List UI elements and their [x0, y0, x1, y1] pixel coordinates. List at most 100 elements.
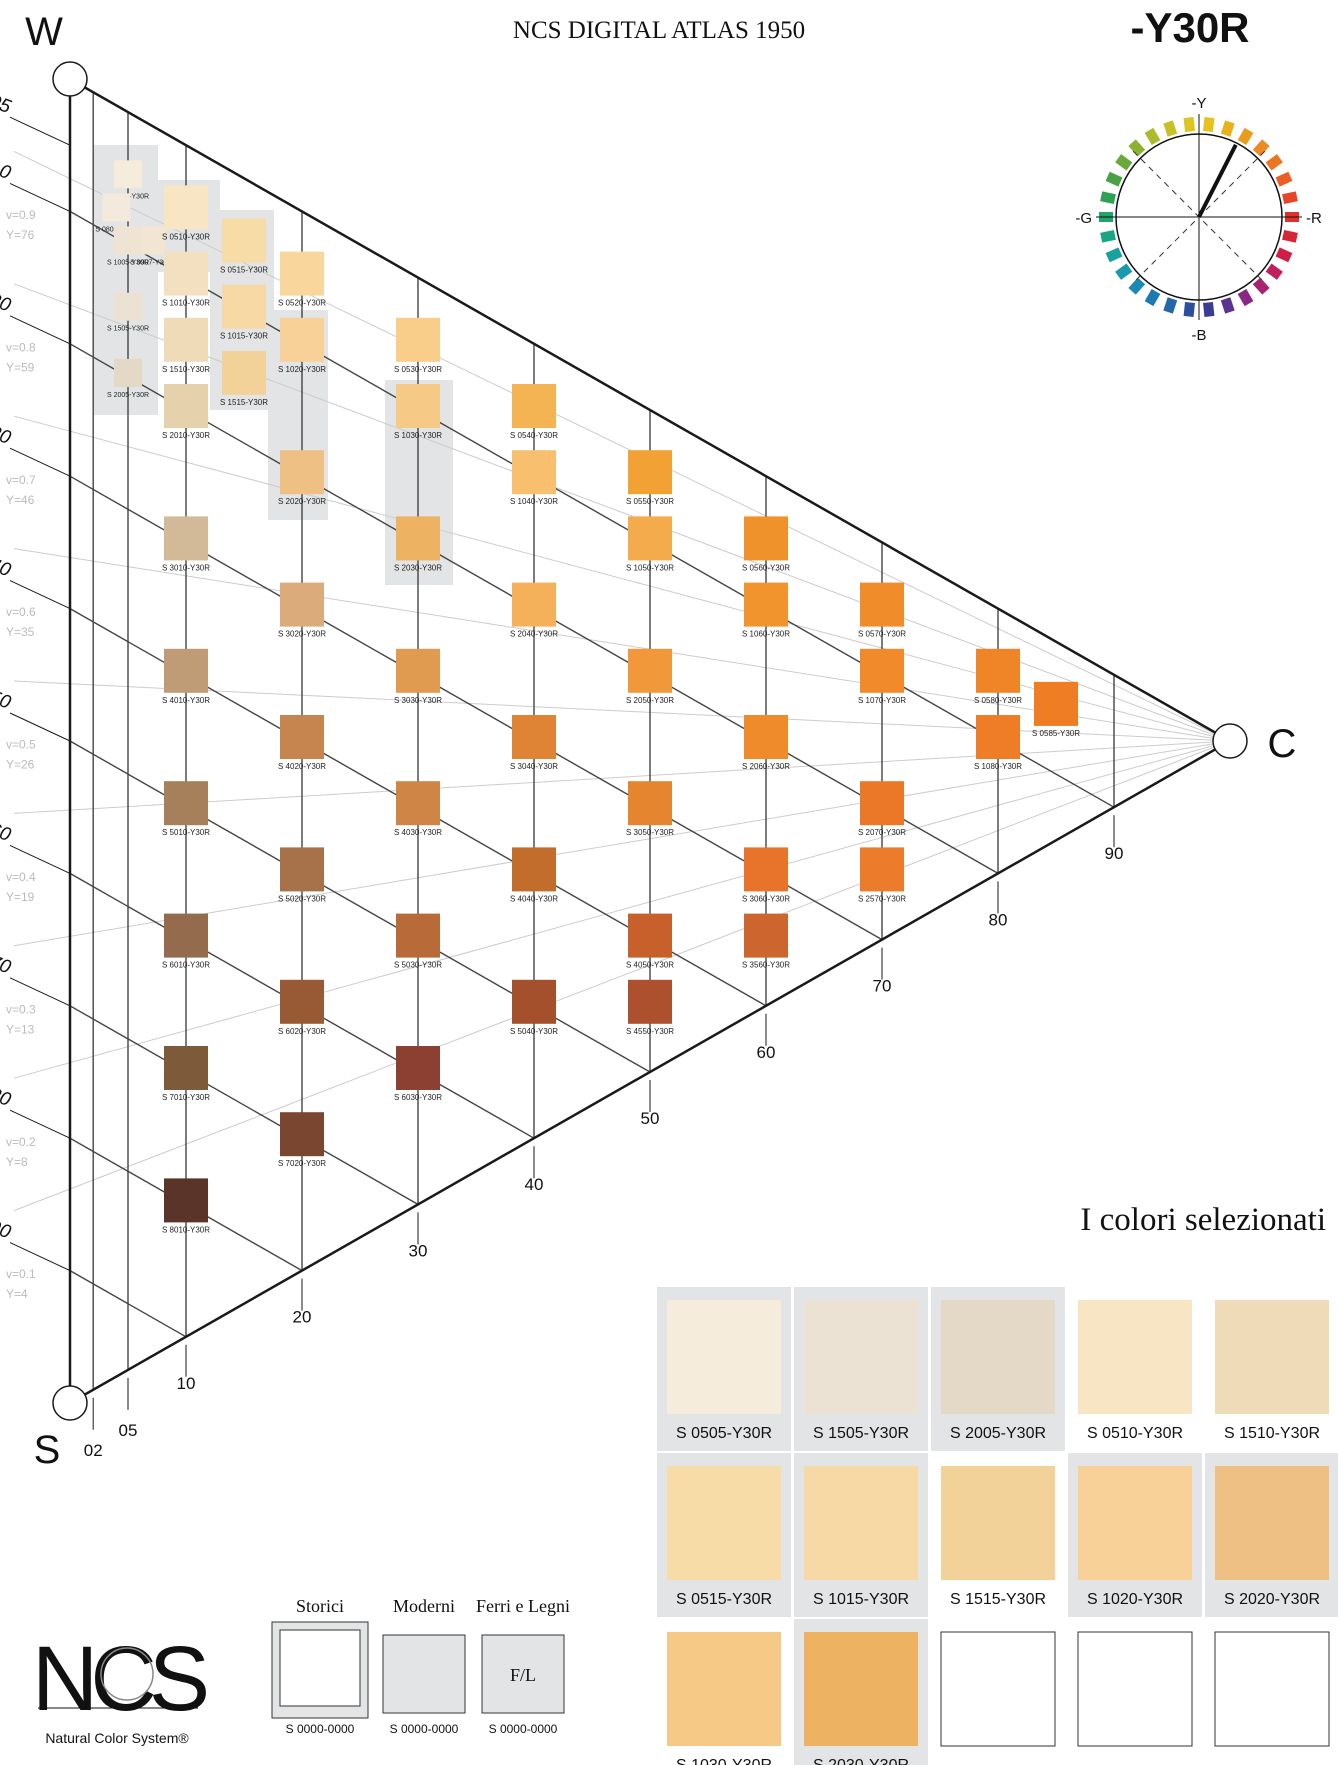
swatch-label: S 1070-Y30R [858, 696, 906, 705]
selected-color-card [940, 1631, 1056, 1747]
swatch-label: S 4040-Y30R [510, 894, 558, 903]
swatch: S 7020-Y30R [278, 1112, 326, 1168]
hue-ring-segment [1115, 263, 1133, 280]
legend-box-inner [279, 1629, 361, 1707]
swatch: S 0580-Y30R [974, 648, 1022, 705]
lightness-v-label: v=0.1 [6, 1267, 36, 1281]
swatch-label: S 0585-Y30R [1032, 729, 1080, 738]
hue-ring-segment [1275, 171, 1293, 187]
swatch: S 2570-Y30R [858, 847, 906, 903]
swatch: S 2010-Y30R [162, 384, 210, 440]
swatch: S 1505-Y30R [107, 292, 149, 333]
blackness-tick-label: 70 [0, 952, 14, 979]
swatch: S 5020-Y30R [278, 847, 326, 903]
lightness-line [13, 283, 1231, 742]
swatch-color [222, 350, 266, 395]
swatch-label: S 0510-Y30R [162, 232, 210, 241]
swatch-label: S 5020-Y30R [278, 894, 326, 903]
hue-ring-segment [1237, 127, 1254, 146]
lightness-y-label: Y=13 [6, 1022, 35, 1036]
selected-color-card: S 1505-Y30R [794, 1287, 928, 1451]
swatch-color [280, 251, 324, 296]
swatch-color [860, 648, 904, 693]
selected-swatch-label: S 2020-Y30R [1224, 1591, 1320, 1608]
swatch-label: S 3060-Y30R [742, 894, 790, 903]
swatch-label: S 2010-Y30R [162, 431, 210, 440]
swatch-label: S 7020-Y30R [278, 1159, 326, 1168]
selected-swatch [804, 1300, 918, 1414]
blackness-tick [9, 580, 71, 610]
swatch: S 0530-Y30R [394, 317, 442, 374]
swatch-label: S 3010-Y30R [162, 563, 210, 572]
hue-code: -Y30R [1130, 4, 1249, 51]
selected-color-card: S 1515-Y30R [941, 1466, 1055, 1608]
hue-ring-segment [1128, 277, 1146, 295]
swatch: S 4050-Y30R [626, 913, 674, 970]
page-title: NCS DIGITAL ATLAS 1950 [513, 17, 805, 44]
chromaticness-tick-label: 10 [177, 1374, 196, 1393]
swatch-label: S 4050-Y30R [626, 961, 674, 970]
corner-chromatic-label: C [1268, 722, 1297, 766]
swatch-label: S 4020-Y30R [278, 762, 326, 771]
selected-swatch [941, 1466, 1055, 1580]
lightness-line [13, 680, 1231, 742]
lightness-line [13, 150, 1231, 742]
blackness-tick-label: 30 [0, 422, 14, 449]
swatch-color [164, 648, 208, 693]
hue-ring-segment [1220, 120, 1235, 137]
chromaticness-tick-label: 20 [293, 1308, 312, 1327]
swatch: S 3020-Y30R [278, 582, 326, 639]
legend-item: Ferri e Legni F/L S 0000-0000 [476, 1596, 570, 1736]
swatch-color [280, 582, 324, 627]
selected-swatch [940, 1631, 1056, 1747]
selected-swatch [1077, 1631, 1193, 1747]
swatch-color [396, 384, 440, 428]
swatch: S 0515-Y30R [220, 218, 268, 275]
swatch-label: S 0907-Y30R [130, 260, 172, 267]
legend-code: S 0000-0000 [489, 1722, 558, 1736]
lightness-line [13, 740, 1231, 1079]
swatch-label: S 2060-Y30R [742, 762, 790, 771]
swatch-label: S 7010-Y30R [162, 1093, 210, 1102]
swatch-label: S 5010-Y30R [162, 828, 210, 837]
swatch-label: S 6010-Y30R [162, 961, 210, 970]
swatch-color [396, 913, 440, 958]
swatch-label: S 2040-Y30R [510, 630, 558, 639]
hue-ring-segment [1282, 229, 1298, 243]
hue-ring-segment [1105, 247, 1123, 263]
swatch-color [628, 913, 672, 958]
chromaticness-tick-label: 50 [641, 1109, 660, 1128]
swatch-label: S 6030-Y30R [394, 1093, 442, 1102]
swatch-label: S 1515-Y30R [220, 398, 268, 407]
selected-color-card: S 2030-Y30R [794, 1619, 928, 1765]
legend-label: Moderni [393, 1596, 455, 1616]
swatch-label: S 1050-Y30R [626, 563, 674, 572]
swatch-label: S 8010-Y30R [162, 1225, 210, 1234]
legend-item: Moderni S 0000-0000 [382, 1596, 466, 1736]
selected-swatch-label: S 1510-Y30R [1224, 1425, 1320, 1442]
lightness-line [13, 548, 1231, 742]
selected-swatch [1215, 1300, 1329, 1414]
lightness-y-label: Y=8 [6, 1155, 28, 1169]
selected-swatch-label: S 2030-Y30R [813, 1757, 909, 1765]
swatch-label: S 1015-Y30R [220, 332, 268, 341]
swatch-label: S 0530-Y30R [394, 365, 442, 374]
swatch: S 3050-Y30R [626, 781, 674, 837]
swatch-color [280, 979, 324, 1024]
swatch-color [102, 193, 131, 222]
lightness-v-label: v=0.5 [6, 738, 36, 752]
swatch: S 2070-Y30R [858, 781, 906, 837]
swatch-color [512, 847, 556, 892]
swatch: S 1510-Y30R [162, 317, 210, 374]
hue-ring-segment [1220, 297, 1235, 314]
hue-ring-segment [1100, 191, 1116, 205]
swatch-color [222, 284, 266, 329]
swatch: S 3560-Y30R [742, 913, 790, 970]
swatch: S 4010-Y30R [162, 648, 210, 705]
swatch: S 1040-Y30R [510, 450, 558, 506]
hue-ring-segment [1265, 263, 1283, 280]
chromaticness-tick-label: 70 [873, 977, 892, 996]
white-corner-marker [52, 61, 88, 97]
